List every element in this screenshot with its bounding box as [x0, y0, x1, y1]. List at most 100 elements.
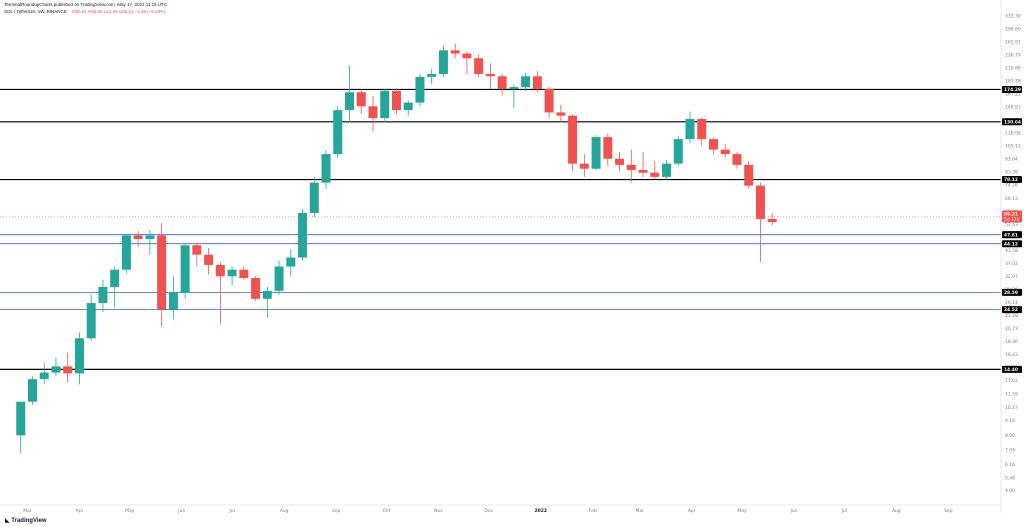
candle-5[interactable] [74, 332, 84, 385]
candle-4[interactable] [63, 352, 73, 383]
candle-64[interactable] [767, 212, 777, 226]
candle-32[interactable] [391, 88, 401, 115]
candle-27[interactable] [333, 106, 343, 158]
level-tag-bg-2 [1002, 176, 1022, 184]
candle-25[interactable] [309, 176, 319, 217]
candle-body [744, 164, 754, 186]
candle-36[interactable] [438, 45, 448, 77]
candle-51[interactable] [615, 151, 625, 172]
y-tick-label-17: 37.02 [1005, 261, 1018, 267]
candle-54[interactable] [650, 161, 660, 180]
candle-50[interactable] [603, 133, 613, 167]
candle-body [309, 182, 319, 213]
candle-38[interactable] [462, 51, 472, 74]
candle-10[interactable] [133, 230, 143, 247]
current-price-tag-bg [1002, 210, 1022, 223]
candle-23[interactable] [286, 249, 296, 277]
candle-1[interactable] [27, 376, 37, 405]
ohlc-values: O50.81 H60.85 L51.09 C56.21 −3.36 (−5.58… [72, 9, 166, 14]
candle-21[interactable] [262, 286, 272, 318]
candle-13[interactable] [168, 276, 178, 320]
y-tick-label-0: 4.90 [1005, 488, 1015, 494]
candle-body [732, 154, 742, 165]
candle-48[interactable] [579, 154, 589, 177]
candle-0[interactable] [16, 401, 26, 454]
candle-43[interactable] [521, 72, 531, 91]
y-tick-label-10: 16.43 [1005, 352, 1018, 358]
candle-28[interactable] [345, 65, 355, 123]
level-tag-2: 78.12 [1004, 177, 1018, 183]
candle-19[interactable] [239, 266, 249, 280]
candle-body [321, 154, 331, 183]
candle-45[interactable] [544, 87, 554, 119]
candle-15[interactable] [192, 242, 202, 267]
candle-39[interactable] [474, 54, 484, 77]
candle-53[interactable] [638, 151, 648, 177]
candle-44[interactable] [532, 71, 542, 93]
candle-49[interactable] [591, 135, 601, 171]
candle-body [74, 338, 84, 374]
candle-24[interactable] [298, 209, 308, 261]
candle-17[interactable] [215, 261, 225, 325]
x-tick-label-18: Sep [944, 508, 953, 514]
candle-9[interactable] [121, 234, 131, 273]
candle-55[interactable] [662, 159, 672, 180]
y-tick-label-8: 13.02 [1005, 378, 1018, 384]
candle-7[interactable] [98, 279, 108, 313]
candle-body [133, 235, 143, 240]
candle-2[interactable] [39, 362, 49, 384]
candle-59[interactable] [708, 138, 718, 155]
candle-26[interactable] [321, 149, 331, 189]
candle-31[interactable] [380, 88, 390, 123]
x-tick-label-2: May [125, 508, 135, 514]
candle-34[interactable] [415, 73, 425, 107]
candle-18[interactable] [227, 266, 237, 286]
candle-29[interactable] [356, 88, 366, 115]
candle-35[interactable] [427, 68, 437, 85]
candle-42[interactable] [509, 84, 519, 108]
candle-56[interactable] [673, 136, 683, 167]
candle-body [662, 163, 672, 177]
level-tag-bg-5 [1002, 288, 1022, 296]
candle-63[interactable] [755, 182, 765, 262]
candle-body [544, 88, 554, 113]
candle-52[interactable] [626, 149, 636, 183]
candle-33[interactable] [403, 100, 413, 116]
candle-body [380, 90, 390, 119]
candle-62[interactable] [744, 161, 754, 189]
candle-41[interactable] [497, 73, 507, 96]
candle-47[interactable] [568, 114, 578, 172]
y-tick-label-35: 298.60 [1005, 26, 1021, 32]
candle-58[interactable] [697, 117, 707, 147]
candles [16, 43, 777, 454]
candle-body [39, 372, 49, 380]
candle-11[interactable] [145, 229, 155, 255]
candle-body [204, 254, 214, 265]
candle-14[interactable] [180, 243, 190, 299]
candle-8[interactable] [110, 266, 120, 308]
x-tick-label-7: Oct [383, 508, 391, 514]
candle-6[interactable] [86, 294, 96, 341]
candle-body [286, 257, 296, 267]
level-tag-7: 14.40 [1004, 367, 1018, 373]
candle-37[interactable] [450, 43, 460, 59]
candle-body [720, 149, 730, 155]
candle-22[interactable] [274, 260, 284, 295]
candle-30[interactable] [368, 95, 378, 132]
candle-16[interactable] [204, 247, 214, 275]
candle-57[interactable] [685, 111, 695, 144]
x-tick-label-11: Feb [589, 508, 597, 514]
candle-46[interactable] [556, 104, 566, 123]
x-tick-label-9: Dec [484, 508, 493, 514]
candle-body [368, 106, 378, 119]
candle-40[interactable] [485, 63, 495, 89]
candle-3[interactable] [51, 357, 61, 376]
candle-20[interactable] [251, 276, 261, 301]
candle-61[interactable] [732, 151, 742, 169]
y-tick-label-32: 210.86 [1005, 66, 1021, 72]
candle-body [298, 212, 308, 258]
candle-12[interactable] [157, 223, 167, 328]
candle-body [391, 90, 401, 111]
candle-60[interactable] [720, 144, 730, 158]
